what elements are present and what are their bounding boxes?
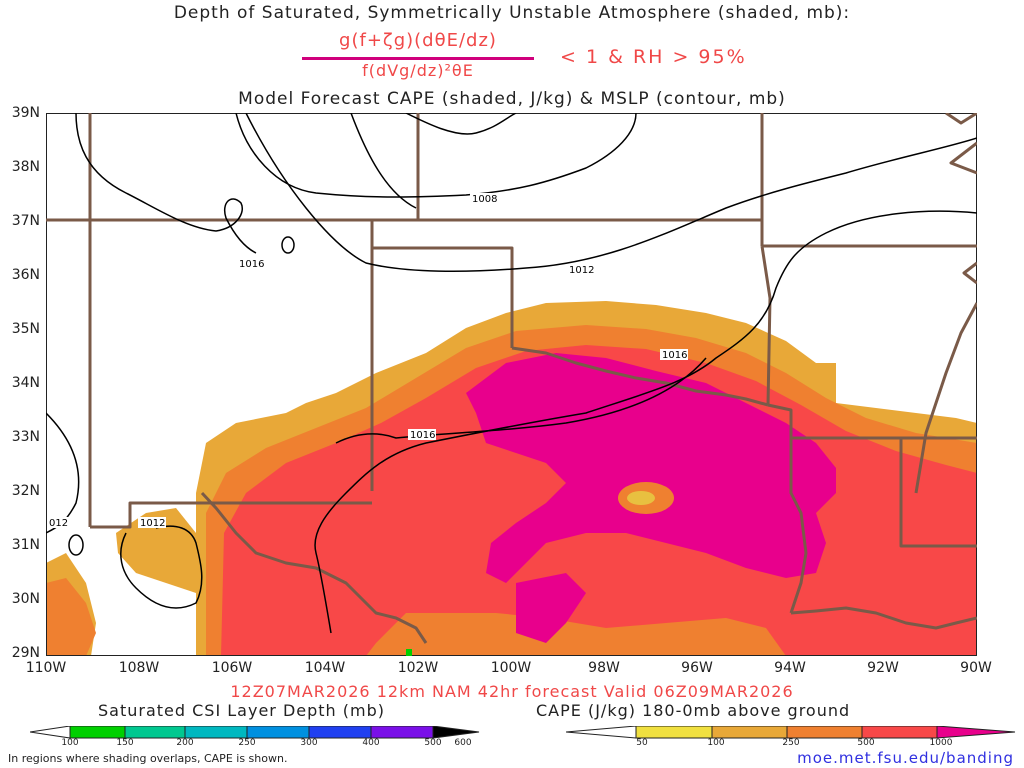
cape-shade-1000 [466, 353, 836, 583]
map-subtitle: Model Forecast CAPE (shaded, J/kg) & MSL… [238, 89, 786, 109]
cape-shade-250-west [46, 578, 96, 656]
cape-legend-tick: 50 [636, 738, 648, 748]
contour-label-1016-mid: 1016 [410, 430, 435, 441]
forecast-map: 1008 1012 1016 1016 1016 1012 012 [46, 113, 977, 656]
lat-label: 38N [11, 159, 40, 175]
cape-legend-tick: 500 [857, 738, 875, 748]
mslp-contours [46, 113, 977, 634]
lon-label: 96W [681, 660, 713, 676]
csi-legend-tick: 250 [238, 738, 256, 748]
lat-label: 36N [11, 267, 40, 283]
lon-label: 100W [490, 660, 532, 676]
cape-legend-tick: 250 [782, 738, 800, 748]
contour-label-012: 012 [49, 518, 68, 529]
formula-numerator: g(f+ζg)(dθE/dz) [339, 30, 497, 51]
lon-label: 92W [867, 660, 899, 676]
cape-legend-tick: 1000 [929, 738, 953, 748]
lat-label: 32N [11, 483, 40, 499]
map-title: Depth of Saturated, Symmetrically Unstab… [173, 3, 851, 23]
csi-legend-tick: 300 [300, 738, 318, 748]
source-url[interactable]: moe.met.fsu.edu/banding [797, 749, 1014, 767]
csi-shade-patch [406, 649, 412, 656]
lon-label: 98W [588, 660, 620, 676]
csi-legend-tick: 200 [176, 738, 194, 748]
cape-shade-1000-south [516, 573, 586, 643]
lat-label: 29N [11, 645, 40, 661]
csi-legend-bar [30, 726, 480, 739]
state-borders [46, 113, 977, 644]
lon-label: 106W [211, 660, 253, 676]
contour-label-1012-south: 1012 [140, 518, 165, 529]
formula-condition: < 1 & RH > 95% [560, 46, 747, 68]
csi-legend-tick: 150 [116, 738, 134, 748]
lat-label: 34N [11, 375, 40, 391]
cape-shade-100-spot [627, 491, 655, 505]
contour-label-1008: 1008 [472, 194, 497, 205]
lon-label: 94W [774, 660, 806, 676]
lon-label: 108W [118, 660, 160, 676]
csi-legend-tick: 100 [61, 738, 79, 748]
lon-label: 104W [304, 660, 346, 676]
cape-shade-100-sw [116, 508, 196, 593]
lat-label: 35N [11, 321, 40, 337]
lat-label: 30N [11, 591, 40, 607]
lat-label: 33N [11, 429, 40, 445]
formula-denominator: f(dVg/dz)²θE [362, 61, 474, 80]
csi-legend-tick: 400 [362, 738, 380, 748]
lon-label: 102W [397, 660, 439, 676]
lat-label: 39N [11, 105, 40, 121]
lat-label: 31N [11, 537, 40, 553]
cape-legend-bar [566, 726, 1016, 739]
csi-legend-tick: 600 [454, 738, 472, 748]
contour-label-1012-north: 1012 [569, 265, 594, 276]
cape-legend-tick: 100 [707, 738, 725, 748]
cape-legend-title: CAPE (J/kg) 180-0mb above ground [536, 701, 851, 720]
contour-label-1016-east: 1016 [662, 350, 687, 361]
lat-label: 37N [11, 213, 40, 229]
csi-legend-tick: 500 [424, 738, 442, 748]
formula-fraction-bar [302, 57, 534, 60]
lon-label: 110W [25, 660, 67, 676]
overlap-footnote: In regions where shading overlaps, CAPE … [8, 752, 288, 765]
forecast-valid-time: 12Z07MAR2026 12km NAM 42hr forecast Vali… [230, 682, 794, 701]
csi-legend-title: Saturated CSI Layer Depth (mb) [98, 701, 385, 720]
contour-label-1016-west: 1016 [239, 259, 264, 270]
lon-label: 90W [960, 660, 992, 676]
